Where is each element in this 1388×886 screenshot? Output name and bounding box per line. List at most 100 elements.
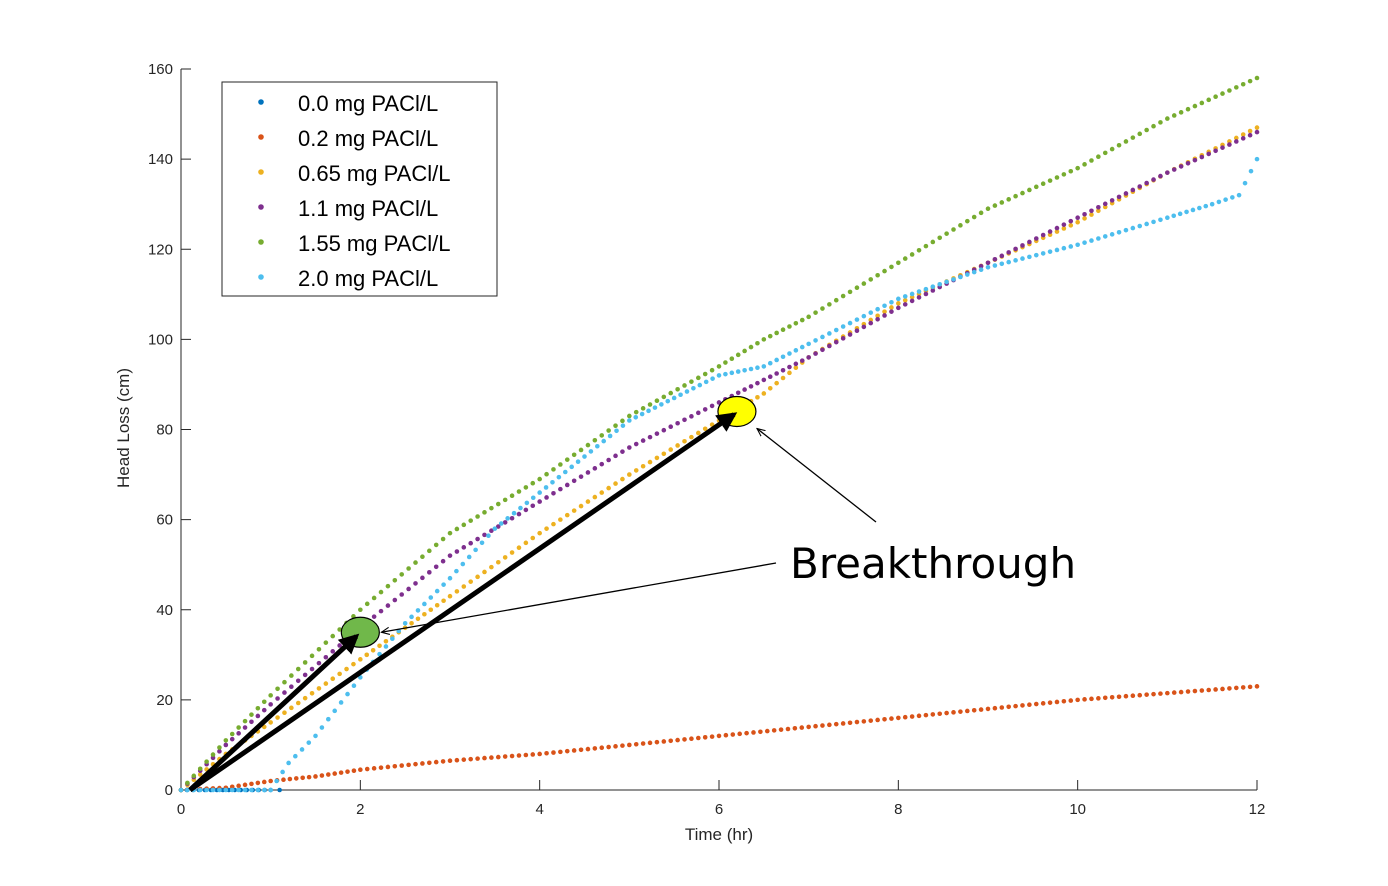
data-point — [428, 595, 434, 600]
data-point — [1130, 187, 1136, 193]
data-point — [847, 289, 853, 295]
data-point — [428, 607, 434, 613]
data-point — [502, 497, 508, 503]
data-point — [482, 510, 487, 515]
data-point — [730, 732, 736, 737]
y-axis-title: Head Loss (cm) — [114, 368, 133, 488]
data-point — [1206, 687, 1212, 693]
data-point — [1040, 181, 1046, 187]
data-point — [978, 707, 984, 712]
data-point — [1082, 216, 1087, 221]
data-point — [682, 417, 687, 423]
data-point — [702, 407, 708, 412]
data-point — [345, 769, 350, 774]
data-point — [489, 528, 494, 534]
data-point — [813, 351, 818, 356]
data-point — [755, 365, 760, 371]
data-point — [544, 471, 549, 477]
y-tick-label: 80 — [156, 422, 173, 439]
data-point — [652, 405, 658, 410]
data-point — [530, 503, 536, 509]
x-tick-label: 0 — [177, 801, 185, 818]
data-point — [502, 520, 508, 525]
data-point — [861, 313, 867, 319]
data-point — [1020, 256, 1025, 261]
data-point — [748, 344, 754, 350]
data-point — [1075, 242, 1080, 248]
data-point — [364, 601, 370, 607]
data-point — [302, 660, 308, 665]
legend-marker — [258, 274, 264, 280]
data-point — [460, 561, 466, 567]
data-point — [735, 390, 741, 396]
data-point — [385, 583, 391, 589]
data-point — [1102, 695, 1108, 701]
data-point — [229, 787, 235, 793]
data-point — [537, 499, 542, 504]
data-point — [1199, 154, 1205, 160]
data-point — [585, 746, 591, 752]
data-point — [985, 206, 991, 211]
data-point — [249, 787, 254, 793]
data-point — [833, 721, 839, 727]
data-point — [293, 776, 299, 781]
data-point — [965, 272, 970, 277]
data-point — [385, 603, 391, 608]
data-point — [1116, 229, 1122, 235]
data-point — [1013, 246, 1018, 252]
data-point — [889, 264, 894, 270]
data-point — [236, 725, 241, 730]
data-point — [691, 386, 696, 391]
data-point — [422, 601, 427, 607]
data-point — [275, 715, 280, 720]
data-point — [930, 712, 936, 717]
legend-marker — [258, 99, 264, 105]
data-point — [427, 548, 432, 554]
data-point — [420, 761, 425, 766]
data-point — [371, 766, 377, 771]
data-point — [748, 384, 754, 389]
data-point — [217, 745, 222, 750]
x-tick-label: 10 — [1069, 801, 1086, 818]
data-point — [1203, 203, 1209, 209]
data-point — [654, 455, 660, 461]
data-point — [392, 597, 398, 603]
data-point — [1130, 135, 1136, 140]
data-point — [582, 454, 587, 459]
data-point — [489, 564, 494, 570]
data-point — [735, 369, 741, 374]
data-point — [454, 568, 459, 574]
data-point — [543, 485, 549, 490]
data-point — [620, 423, 626, 428]
data-point — [1158, 217, 1163, 223]
data-point — [544, 526, 549, 531]
data-point — [771, 728, 777, 733]
data-point — [599, 461, 605, 467]
data-point — [640, 741, 646, 746]
data-point — [447, 593, 453, 599]
data-point — [585, 499, 591, 504]
data-point — [1192, 688, 1198, 694]
data-point — [1247, 78, 1253, 84]
data-point — [702, 371, 708, 377]
data-point — [392, 577, 398, 583]
data-point — [358, 607, 363, 613]
data-point — [475, 514, 480, 519]
data-point — [280, 769, 285, 775]
breakthrough-label: Breakthrough — [790, 539, 1076, 588]
data-point — [999, 261, 1005, 267]
data-point — [684, 389, 690, 394]
data-point — [323, 681, 329, 686]
data-point — [1123, 139, 1129, 144]
data-point — [689, 736, 694, 741]
data-point — [309, 653, 315, 659]
data-point — [882, 268, 887, 274]
data-point — [840, 293, 846, 299]
x-tick-label: 8 — [894, 801, 902, 818]
data-point — [1206, 97, 1212, 103]
data-point — [1171, 167, 1177, 172]
data-point — [675, 443, 680, 448]
data-point — [268, 693, 273, 698]
data-point — [289, 673, 294, 678]
data-point — [447, 530, 453, 536]
